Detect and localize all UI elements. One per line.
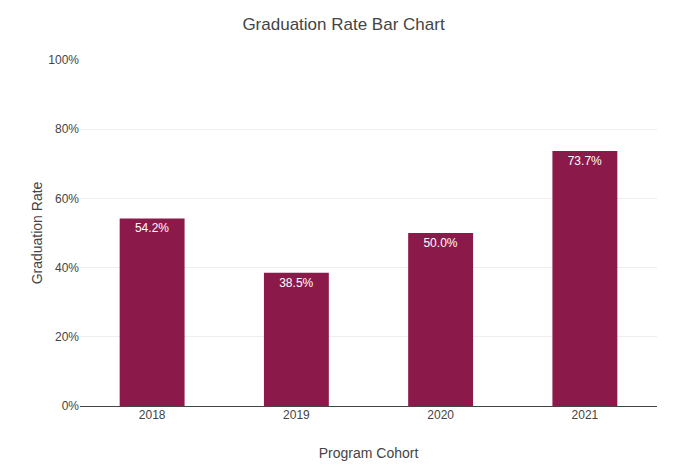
svg-text:54.2%: 54.2%	[135, 221, 169, 235]
svg-text:80%: 80%	[55, 122, 79, 136]
svg-text:40%: 40%	[55, 261, 79, 275]
svg-text:20%: 20%	[55, 330, 79, 344]
svg-text:60%: 60%	[55, 192, 79, 206]
svg-text:Graduation Rate: Graduation Rate	[29, 181, 45, 284]
svg-text:Graduation Rate Bar Chart: Graduation Rate Bar Chart	[242, 15, 444, 34]
svg-text:Program Cohort: Program Cohort	[319, 445, 419, 461]
svg-text:0%: 0%	[62, 399, 80, 413]
svg-text:73.7%: 73.7%	[568, 154, 602, 168]
svg-text:38.5%: 38.5%	[279, 276, 313, 290]
svg-text:2020: 2020	[427, 408, 454, 422]
svg-text:2021: 2021	[572, 408, 599, 422]
svg-text:2019: 2019	[283, 408, 310, 422]
svg-text:2018: 2018	[139, 408, 166, 422]
svg-text:100%: 100%	[48, 53, 79, 67]
svg-text:50.0%: 50.0%	[423, 236, 457, 250]
